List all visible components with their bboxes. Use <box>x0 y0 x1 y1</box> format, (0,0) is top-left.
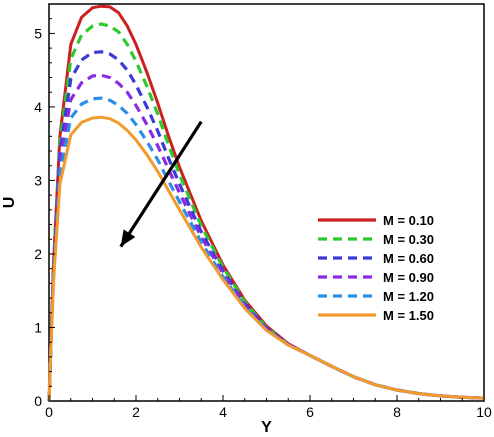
x-tick-label: 10 <box>476 404 492 420</box>
series-line-1 <box>47 4 485 402</box>
x-tick-label: 2 <box>132 404 140 420</box>
trend-arrow <box>119 120 203 248</box>
y-tick-label: 3 <box>34 172 42 188</box>
x-tick-label: 6 <box>306 404 314 420</box>
x-tick-label: 4 <box>219 404 227 420</box>
series-line-5 <box>47 96 485 402</box>
legend-label: M = 0.60 <box>383 251 434 266</box>
legend: M = 0.10 M = 0.30 M = 0.60 M = 0.90 M = 1.20… <box>318 213 434 323</box>
y-tick-label: 4 <box>34 99 42 115</box>
x-tick-label: 8 <box>393 404 401 420</box>
legend-label: M = 1.20 <box>383 289 434 304</box>
x-axis-title: Y <box>261 419 272 436</box>
y-axis-title: U <box>1 197 18 209</box>
legend-label: M = 0.90 <box>383 270 434 285</box>
x-axis: 0 2 4 6 8 10 <box>45 395 492 420</box>
plot-frame <box>48 3 485 402</box>
legend-label: M = 0.30 <box>383 232 434 247</box>
y-axis: 0 1 2 3 4 5 <box>34 18 55 409</box>
legend-label: M = 1.50 <box>383 308 434 323</box>
y-tick-label: 0 <box>34 393 42 409</box>
y-tick-label: 1 <box>34 319 42 335</box>
legend-label: M = 0.10 <box>383 213 434 228</box>
x-tick-label: 0 <box>45 404 53 420</box>
arrow-shaft <box>119 120 203 248</box>
series-line-6 <box>47 115 485 402</box>
plot-area <box>47 3 485 402</box>
y-tick-label: 2 <box>34 246 42 262</box>
series-layer <box>47 4 485 402</box>
arrow-head <box>120 229 136 247</box>
y-tick-label: 5 <box>34 25 42 41</box>
